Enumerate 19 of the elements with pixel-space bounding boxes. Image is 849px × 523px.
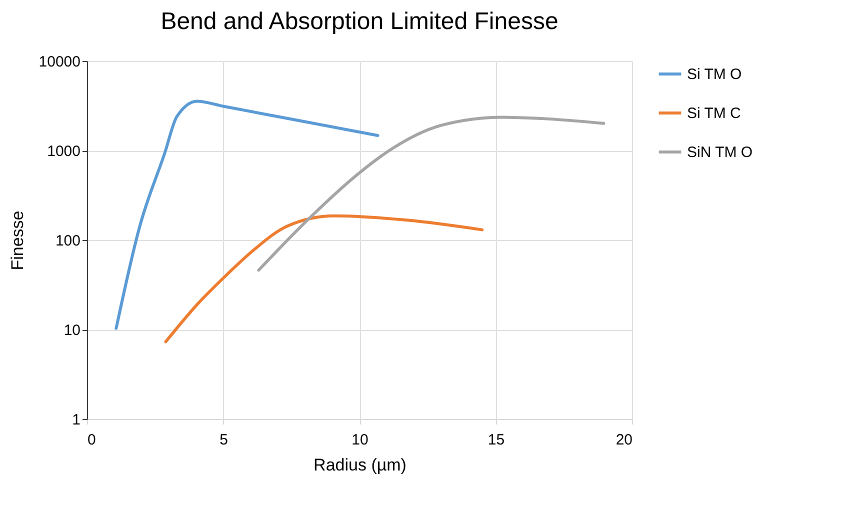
line-series <box>114 100 380 330</box>
x-tick-label: 15 <box>488 432 505 448</box>
line-series <box>257 116 606 272</box>
chart-title: Bend and Absorption Limited Finesse <box>160 8 558 35</box>
y-axis-title: Finesse <box>8 210 27 270</box>
y-tick-label: 10000 <box>38 54 80 70</box>
y-tick-label: 1 <box>72 412 80 428</box>
legend-label: Si TM O <box>687 66 742 83</box>
x-tick-label: 5 <box>220 432 228 448</box>
x-tick-label: 20 <box>616 432 632 448</box>
y-tick-label: 100 <box>55 232 80 250</box>
x-tick-label: 10 <box>352 432 368 448</box>
y-tick-label: 1000 <box>47 143 80 160</box>
legend-label: SiN TM O <box>687 144 753 161</box>
x-axis-title: Radius (µm) <box>314 456 406 474</box>
y-tick-label: 10 <box>64 322 80 339</box>
x-tick-label: 0 <box>88 432 96 448</box>
line-series <box>164 214 484 344</box>
legend-label: Si TM C <box>687 105 742 122</box>
